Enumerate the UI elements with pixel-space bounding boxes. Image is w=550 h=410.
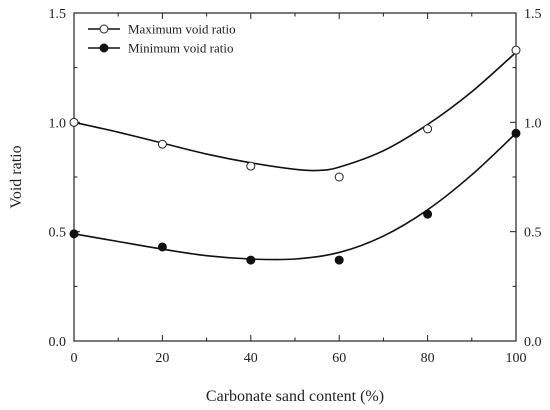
- data-point-min: [157, 242, 167, 252]
- data-point-min: [423, 209, 433, 219]
- data-point-min: [334, 255, 344, 265]
- data-points: [69, 45, 521, 265]
- x-tick-label: 60: [332, 351, 346, 366]
- data-point-min: [69, 229, 79, 239]
- legend: Maximum void ratio Minimum void ratio: [88, 22, 236, 56]
- fit-curve-min: [73, 132, 517, 261]
- legend-label-max: Maximum void ratio: [128, 22, 236, 37]
- fit-curve-max: [73, 51, 517, 172]
- plot-frame: [73, 12, 517, 342]
- data-point-max: [423, 124, 433, 134]
- y-tick-label-right: 0.0: [524, 335, 542, 350]
- data-point-max: [69, 117, 79, 127]
- y-tick-label-left: 0.5: [49, 226, 67, 241]
- data-point-max: [334, 172, 344, 182]
- legend-label-min: Minimum void ratio: [128, 41, 233, 56]
- data-point-min: [511, 128, 521, 138]
- data-point-max: [157, 139, 167, 149]
- legend-marker-max: [99, 24, 109, 34]
- data-point-min: [246, 255, 256, 265]
- x-tick-label: 20: [155, 351, 169, 366]
- x-tick-label: 80: [421, 351, 435, 366]
- data-point-max: [246, 161, 256, 171]
- y-tick-label-right: 0.5: [524, 226, 542, 241]
- y-tick-label-left: 0.0: [49, 335, 67, 350]
- x-axis-title: Carbonate sand content (%): [206, 388, 384, 405]
- x-tick-label: 40: [244, 351, 258, 366]
- y-axis-title: Void ratio: [8, 145, 25, 208]
- data-point-max: [511, 45, 521, 55]
- x-tick-label: 0: [71, 351, 78, 366]
- plot-border: [73, 12, 517, 342]
- y-tick-label-left: 1.5: [49, 7, 67, 22]
- x-tick-label: 100: [506, 351, 527, 366]
- axis-ticks: [73, 12, 517, 342]
- y-tick-label-right: 1.0: [524, 116, 542, 131]
- y-tick-label-right: 1.5: [524, 7, 542, 22]
- y-tick-label-left: 1.0: [49, 116, 67, 131]
- fit-curves: [73, 51, 517, 261]
- legend-marker-min: [99, 43, 109, 53]
